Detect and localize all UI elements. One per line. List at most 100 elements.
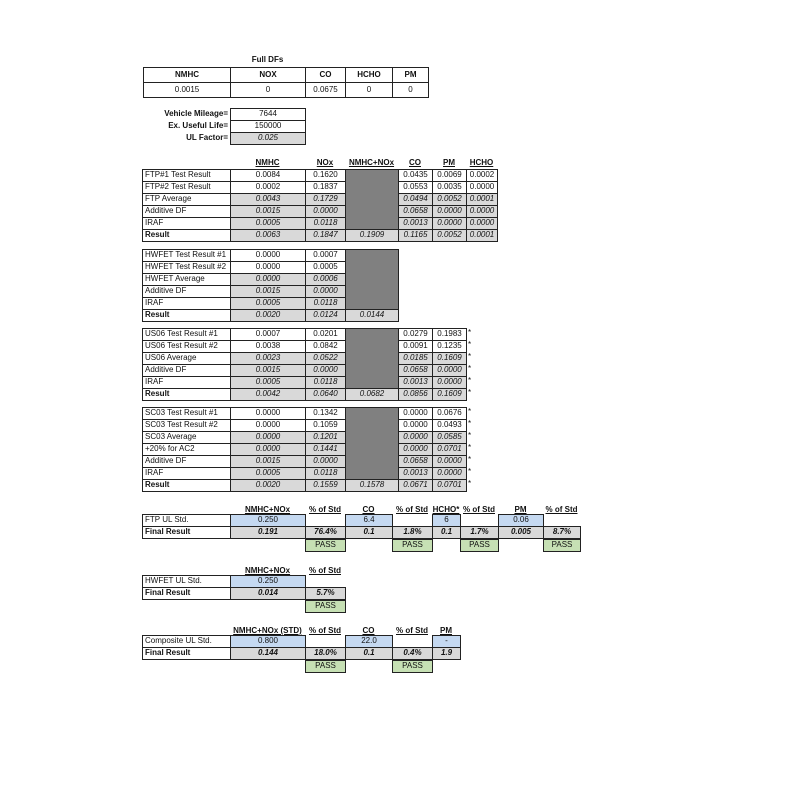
final-value[interactable]: 5.7% (305, 587, 346, 600)
value-cell[interactable]: 0.0020 (230, 479, 306, 492)
row-label[interactable]: Result (142, 479, 231, 492)
final-value[interactable]: 0.4% (392, 647, 433, 660)
final-value[interactable]: 0.191 (230, 526, 306, 539)
value-cell[interactable]: 0.0052 (432, 229, 467, 242)
df-value[interactable]: 0.0675 (305, 82, 346, 98)
pass-badge[interactable]: PASS (305, 600, 346, 613)
column-header: % of Std (396, 626, 428, 635)
pass-badge[interactable]: PASS (543, 539, 581, 552)
column-header[interactable]: CO (305, 67, 346, 83)
mileage-label: Ex. Useful Life= (168, 121, 228, 130)
final-value[interactable]: 0.1 (345, 526, 393, 539)
pass-badge[interactable]: PASS (305, 539, 346, 552)
final-value[interactable]: 1.9 (432, 647, 461, 660)
final-value[interactable]: 0.1 (432, 526, 461, 539)
column-header: % of Std (309, 505, 341, 514)
value-cell[interactable]: 0.0671 (398, 479, 433, 492)
column-header[interactable]: NOX (230, 67, 306, 83)
column-header: HCHO (469, 158, 494, 167)
final-value[interactable]: 18.0% (305, 647, 346, 660)
footnote-marker: * (468, 455, 472, 464)
footnote-marker: * (468, 340, 472, 349)
final-value[interactable]: 8.7% (543, 526, 581, 539)
column-header: NMHC+NOx (STD) (233, 626, 302, 635)
full-dfs-title: Full DFs (251, 55, 284, 64)
df-value[interactable]: 0 (392, 82, 429, 98)
value-cell[interactable]: 0.0063 (230, 229, 306, 242)
value-cell[interactable]: 0.1909 (345, 229, 399, 242)
column-header: % of Std (396, 505, 428, 514)
column-header: PM (514, 505, 527, 514)
column-header[interactable]: PM (392, 67, 429, 83)
final-value[interactable]: 0.005 (498, 526, 544, 539)
column-header: NMHC+NOx (244, 505, 291, 514)
value-cell[interactable]: 0.1847 (305, 229, 346, 242)
footnote-marker: * (468, 352, 472, 361)
value-cell[interactable]: 0.1165 (398, 229, 433, 242)
mileage-value[interactable]: 0.025 (230, 132, 306, 145)
blank-cell[interactable] (345, 328, 399, 389)
value-cell[interactable]: 0.1578 (345, 479, 399, 492)
column-header[interactable]: NMHC (143, 67, 231, 83)
row-label[interactable]: Result (142, 309, 231, 322)
column-header: % of Std (463, 505, 495, 514)
mileage-label: UL Factor= (186, 133, 228, 142)
footnote-marker: * (468, 419, 472, 428)
column-header: HCHO* (432, 505, 460, 514)
final-label[interactable]: Final Result (142, 587, 231, 600)
final-label[interactable]: Final Result (142, 526, 231, 539)
column-header: % of Std (309, 566, 341, 575)
column-header: CO (362, 505, 375, 514)
row-label[interactable]: Result (142, 388, 231, 401)
column-header: % of Std (309, 626, 341, 635)
column-header: NMHC+NOx (348, 158, 395, 167)
footnote-marker: * (468, 467, 472, 476)
final-value[interactable]: 1.7% (460, 526, 499, 539)
final-value[interactable]: 1.8% (392, 526, 433, 539)
row-label[interactable]: Result (142, 229, 231, 242)
column-header[interactable]: HCHO (345, 67, 393, 83)
final-label[interactable]: Final Result (142, 647, 231, 660)
pass-badge[interactable]: PASS (460, 539, 499, 552)
column-header: CO (362, 626, 375, 635)
footnote-marker: * (468, 364, 472, 373)
footnote-marker: * (468, 479, 472, 488)
value-cell[interactable]: 0.1609 (432, 388, 467, 401)
column-header: PM (443, 158, 455, 167)
value-cell[interactable]: 0.0124 (305, 309, 346, 322)
blank-cell[interactable] (345, 249, 399, 310)
footnote-marker: * (468, 376, 472, 385)
value-cell[interactable]: 0.0640 (305, 388, 346, 401)
df-value[interactable]: 0 (345, 82, 393, 98)
value-cell[interactable]: 0.0701 (432, 479, 467, 492)
value-cell[interactable]: 0.0682 (345, 388, 399, 401)
column-header: NOx (316, 158, 334, 167)
pass-badge[interactable]: PASS (305, 660, 346, 673)
value-cell[interactable]: 0.0856 (398, 388, 433, 401)
blank-cell[interactable] (345, 407, 399, 480)
value-cell[interactable]: 0.0144 (345, 309, 399, 322)
footnote-marker: * (468, 328, 472, 337)
column-header: NMHC+NOx (244, 566, 291, 575)
blank-cell[interactable] (345, 169, 399, 230)
footnote-marker: * (468, 388, 472, 397)
column-header: % of Std (545, 505, 578, 514)
value-cell[interactable]: 0.0042 (230, 388, 306, 401)
pass-badge[interactable]: PASS (392, 660, 433, 673)
value-cell[interactable]: 0.0001 (466, 229, 498, 242)
final-value[interactable]: 0.1 (345, 647, 393, 660)
value-cell[interactable]: 0.0005 (305, 261, 346, 274)
df-value[interactable]: 0 (230, 82, 306, 98)
footnote-marker: * (468, 407, 472, 416)
column-header: NMHC (255, 158, 280, 167)
value-cell[interactable]: 0.1559 (305, 479, 346, 492)
column-header: CO (409, 158, 421, 167)
final-value[interactable]: 0.144 (230, 647, 306, 660)
df-value[interactable]: 0.0015 (143, 82, 231, 98)
column-header: PM (440, 626, 452, 635)
pass-badge[interactable]: PASS (392, 539, 433, 552)
final-value[interactable]: 76.4% (305, 526, 346, 539)
value-cell[interactable]: 0.0020 (230, 309, 306, 322)
final-value[interactable]: 0.014 (230, 587, 306, 600)
mileage-label: Vehicle Mileage= (164, 109, 228, 118)
